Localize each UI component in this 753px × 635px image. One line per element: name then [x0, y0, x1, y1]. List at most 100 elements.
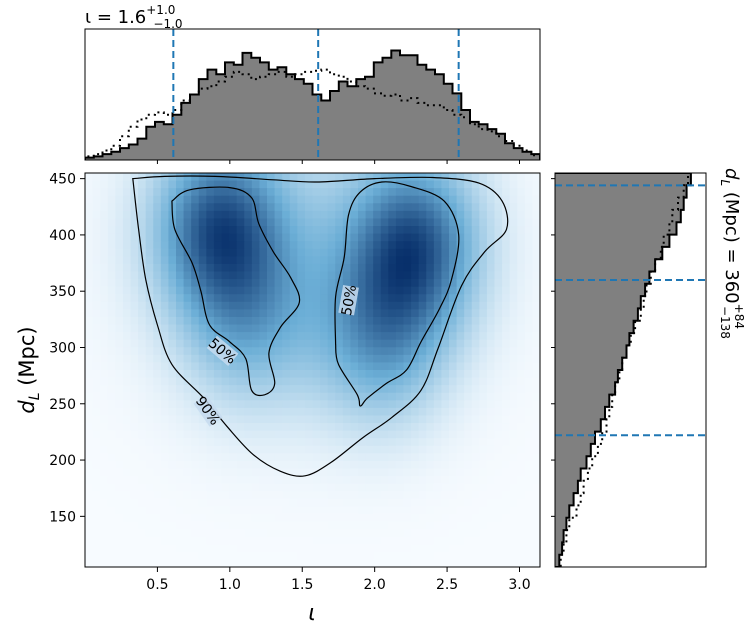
heatmap-cell [92, 407, 101, 417]
heatmap-cell [380, 332, 389, 341]
heatmap-cell [229, 400, 238, 409]
heatmap-cell [274, 188, 283, 197]
heatmap-cell [213, 460, 223, 470]
heatmap-cell [229, 453, 238, 462]
heatmap-cell [509, 491, 518, 500]
heatmap-cell [494, 316, 503, 326]
heatmap-cell [153, 415, 162, 424]
heatmap-cell [320, 271, 329, 280]
heatmap-cell [236, 559, 245, 567]
heatmap-cell [107, 551, 116, 561]
heatmap-cell [335, 513, 344, 523]
heatmap-cell [312, 529, 321, 538]
heatmap-cell [251, 332, 261, 341]
heatmap-cell [524, 544, 534, 553]
heatmap-cell [122, 377, 132, 386]
heatmap-cell [221, 438, 230, 447]
heatmap-cell [373, 294, 382, 303]
heatmap-cell [494, 180, 503, 189]
heatmap-cell [221, 233, 230, 242]
heatmap-cell [456, 400, 465, 409]
heatmap-cell [221, 271, 230, 280]
heatmap-cell [297, 294, 306, 303]
heatmap-cell [426, 226, 435, 235]
heatmap-cell [441, 423, 450, 432]
heatmap-cell [251, 513, 261, 523]
heatmap-cell [320, 483, 329, 492]
heatmap-cell [122, 468, 132, 477]
heatmap-cell [304, 506, 314, 515]
heatmap-cell [259, 226, 268, 235]
heatmap-cell [153, 370, 162, 379]
heatmap-cell [312, 309, 321, 318]
heatmap-cell [92, 248, 101, 257]
heatmap-cell [282, 218, 291, 227]
heatmap-cell [327, 294, 336, 303]
heatmap-cell [456, 226, 465, 235]
heatmap-cell [456, 279, 465, 288]
heatmap-cell [244, 226, 253, 235]
heatmap-cell [464, 203, 473, 212]
heatmap-cell [145, 256, 154, 265]
heatmap-cell [160, 279, 170, 288]
heatmap-cell [244, 407, 253, 417]
heatmap-cell [471, 256, 480, 265]
heatmap-cell [327, 415, 336, 424]
heatmap-cell [229, 445, 238, 454]
heatmap-cell [289, 316, 298, 326]
heatmap-cell [411, 248, 420, 257]
heatmap-cell [456, 453, 465, 462]
heatmap-cell [517, 377, 526, 386]
heatmap-cell [221, 544, 230, 553]
heatmap-cell [509, 445, 518, 454]
heatmap-cell [395, 233, 405, 242]
heatmap-cell [320, 294, 329, 303]
heatmap-cell [183, 180, 192, 189]
heatmap-cell [221, 324, 230, 333]
heatmap-cell [267, 544, 276, 553]
heatmap-cell [145, 529, 154, 538]
heatmap-cell [289, 392, 298, 401]
heatmap-cell [441, 513, 450, 523]
heatmap-cell [532, 491, 540, 500]
heatmap-cell [411, 362, 420, 371]
heatmap-cell [365, 400, 374, 409]
heatmap-cell [509, 195, 518, 204]
heatmap-cell [471, 188, 480, 197]
heatmap-cell [85, 559, 94, 567]
heatmap-cell [153, 423, 162, 432]
heatmap-cell [388, 233, 397, 242]
heatmap-cell [100, 248, 109, 257]
heatmap-cell [153, 256, 162, 265]
heatmap-cell [335, 506, 344, 515]
heatmap-cell [532, 248, 540, 257]
heatmap-cell [524, 491, 534, 500]
heatmap-cell [494, 415, 503, 424]
heatmap-cell [85, 438, 94, 447]
heatmap-cell [509, 279, 518, 288]
heatmap-cell [426, 468, 435, 477]
heatmap-cell [426, 521, 435, 530]
heatmap-cell [486, 332, 496, 341]
heatmap-cell [411, 483, 420, 492]
heatmap-cell [153, 233, 162, 242]
heatmap-cell [373, 195, 382, 204]
heatmap-cell [411, 460, 420, 470]
heatmap-cell [350, 423, 359, 432]
heatmap-cell [168, 188, 177, 197]
heatmap-cell [122, 203, 132, 212]
heatmap-cell [198, 226, 207, 235]
heatmap-cell [395, 392, 405, 401]
heatmap-cell [107, 400, 116, 409]
heatmap-cell [441, 392, 450, 401]
heatmap-cell [365, 551, 374, 561]
heatmap-cell [304, 195, 314, 204]
heatmap-cell [350, 324, 359, 333]
heatmap-cell [282, 400, 291, 409]
heatmap-cell [236, 309, 245, 318]
heatmap-cell [130, 377, 139, 386]
heatmap-cell [395, 248, 405, 257]
heatmap-cell [138, 445, 147, 454]
heatmap-cell [289, 195, 298, 204]
heatmap-cell [236, 491, 245, 500]
